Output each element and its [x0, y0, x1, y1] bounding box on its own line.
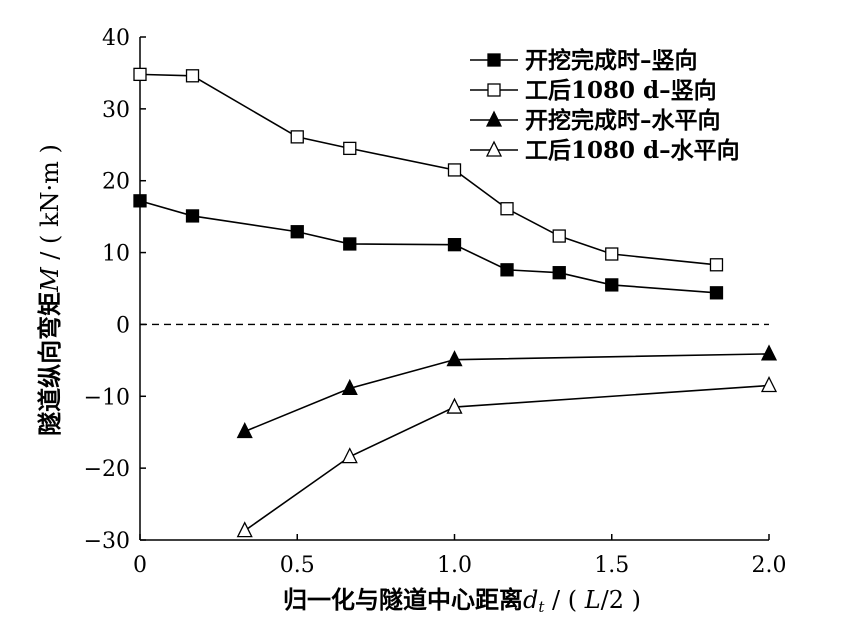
data-point-triangle [446, 350, 463, 367]
legend-item: 开挖完成时–水平向 [470, 107, 721, 134]
data-point-triangle [760, 376, 778, 393]
data-point-square [447, 163, 462, 177]
series-line [244, 353, 770, 433]
series-2 [133, 67, 724, 272]
x-tick-label: 1.0 [437, 553, 472, 578]
data-point-square [487, 83, 501, 97]
y-tick-label: 30 [102, 98, 130, 123]
x-tick-label: 1.5 [594, 553, 629, 578]
data-point-square [552, 266, 566, 280]
data-point-triangle [446, 397, 463, 414]
y-tick-label: 20 [102, 170, 130, 195]
x-axis-label: 归一化与隧道中心距离dt / ( L/2 ) [283, 585, 641, 616]
data-point-square [290, 130, 304, 144]
y-axis-label: 隧道纵向弯矩M / ( kN·m ) [35, 144, 64, 436]
legend-label: 工后1080 d–水平向 [525, 137, 740, 164]
legend-item: 开挖完成时–竖向 [470, 47, 698, 74]
data-point-square [500, 263, 514, 277]
data-point-square [605, 278, 619, 292]
x-tick-label: 0.5 [280, 553, 315, 578]
y-tick-label: −10 [84, 385, 130, 410]
legend-item: 工后1080 d–水平向 [470, 137, 740, 164]
series-1 [133, 194, 724, 300]
legend-label: 开挖完成时–水平向 [525, 107, 721, 134]
y-tick-label: 40 [102, 26, 130, 51]
series-line [139, 200, 717, 294]
y-tick-label: 10 [102, 242, 130, 267]
data-point-square [343, 141, 357, 156]
data-point-square [500, 202, 514, 216]
data-point-square [552, 229, 566, 243]
series-line [244, 384, 770, 532]
series-3 [236, 344, 778, 439]
y-tick-label: 0 [116, 313, 130, 338]
data-point-square [709, 258, 724, 272]
data-point-triangle [485, 110, 503, 127]
data-point-square [343, 237, 357, 251]
data-point-square [133, 67, 147, 82]
data-point-square [447, 238, 462, 252]
data-point-triangle [485, 140, 503, 157]
data-point-square [605, 247, 619, 261]
data-point-square [185, 209, 200, 223]
y-tick-label: −30 [84, 529, 130, 554]
data-point-square [133, 194, 147, 208]
data-point-square [487, 53, 501, 67]
series-4 [236, 376, 778, 538]
legend-item: 工后1080 d–竖向 [470, 77, 717, 104]
data-point-triangle [236, 422, 253, 439]
legend-label: 工后1080 d–竖向 [525, 77, 717, 104]
y-tick-label: −20 [84, 457, 130, 482]
data-point-triangle [341, 447, 358, 464]
x-tick-label: 0 [133, 553, 147, 578]
legend-label: 开挖完成时–竖向 [525, 47, 698, 74]
data-point-triangle [760, 344, 778, 361]
x-tick-label: 2.0 [752, 553, 787, 578]
data-point-square [185, 69, 200, 83]
data-point-square [709, 286, 724, 300]
data-point-triangle [341, 378, 358, 396]
data-point-square [290, 225, 304, 239]
data-point-triangle [236, 521, 253, 538]
